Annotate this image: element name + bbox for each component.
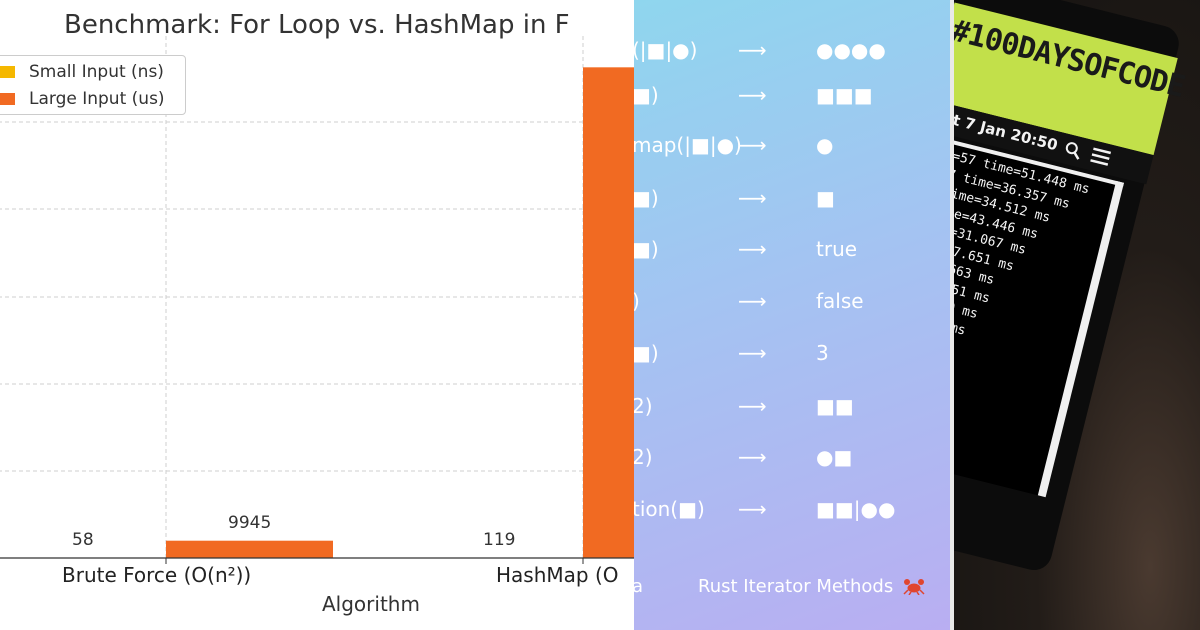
- iterator-row: map(|■|●) ⟶ ●: [634, 130, 950, 160]
- iterator-row: ■) ⟶ true: [634, 234, 950, 264]
- rust-iterator-card: a Rust Iterator Methods (|■|●) ⟶ ●●●● ■) ⟶ ■■…: [634, 0, 950, 630]
- iterator-row: ) ⟶ false: [634, 286, 950, 316]
- arrow-icon: ⟶: [738, 38, 767, 62]
- arrow-icon: ⟶: [738, 83, 767, 107]
- iterator-result: ●●●●: [816, 38, 886, 62]
- iterator-result: ■■|●●: [816, 497, 896, 521]
- iterator-result: ■■: [816, 394, 854, 418]
- legend-item-small-input: Small Input (ns): [0, 62, 164, 82]
- arrow-icon: ⟶: [738, 186, 767, 210]
- legend-label-small-input: Small Input (ns): [29, 62, 164, 82]
- iterator-method-fragment: ■): [634, 341, 659, 365]
- iterator-row: 2) ⟶ ■■: [634, 391, 950, 421]
- rust-footer-text: Rust Iterator Methods: [698, 576, 894, 597]
- menu-icon: [1090, 147, 1112, 166]
- iterator-method-fragment: ■): [634, 83, 659, 107]
- panel-divider: [950, 0, 954, 630]
- x-tick-label-brute-force: Brute Force (O(n²)): [62, 563, 252, 587]
- arrow-icon: ⟶: [738, 341, 767, 365]
- laptop-screen: #100DAYSOFCODE Sat 7 Jan 20:50 2 ttl=57 …: [950, 0, 1188, 574]
- x-tick-label-hashmap: HashMap (O: [496, 563, 619, 587]
- bar-value-label: 9945: [228, 513, 272, 533]
- benchmark-chart: Benchmark: For Loop vs. HashMap in F Sma…: [0, 10, 634, 616]
- iterator-row: ■) ⟶ ■: [634, 183, 950, 213]
- bar-large-input: [166, 540, 333, 558]
- iterator-method-fragment: ): [634, 286, 640, 316]
- rust-footer-fragment: a: [634, 576, 644, 597]
- legend-label-large-input: Large Input (us): [29, 89, 165, 109]
- iterator-method-fragment: 2): [634, 445, 653, 469]
- iterator-row: 2) ⟶ ●■: [634, 442, 950, 472]
- arrow-icon: ⟶: [738, 394, 767, 418]
- iterator-result: ■■■: [816, 83, 873, 107]
- legend-swatch-large-input: [0, 93, 15, 105]
- arrow-icon: ⟶: [738, 289, 767, 313]
- iterator-result: ●■: [816, 445, 853, 469]
- iterator-result: true: [816, 237, 858, 261]
- x-axis-title: Algorithm: [322, 592, 420, 616]
- iterator-row: tion(■) ⟶ ■■|●●: [634, 494, 950, 524]
- photo-100daysofcode: #100DAYSOFCODE Sat 7 Jan 20:50 2 ttl=57 …: [950, 0, 1200, 630]
- photo-title: #100DAYSOFCODE: [950, 13, 1188, 105]
- search-icon: [1065, 142, 1080, 160]
- rust-footer: Rust Iterator Methods: [698, 576, 925, 597]
- arrow-icon: ⟶: [738, 237, 767, 261]
- iterator-result: 3: [816, 341, 829, 365]
- iterator-result: false: [816, 289, 864, 313]
- iterator-method-fragment: ■): [634, 186, 659, 210]
- iterator-method-fragment: 2): [634, 394, 653, 418]
- bar-large-input: [583, 67, 634, 558]
- iterator-method-fragment: (|■|●): [634, 38, 698, 62]
- iterator-method-fragment: ■): [634, 237, 659, 261]
- iterator-row: (|■|●) ⟶ ●●●●: [634, 35, 950, 65]
- chart-legend: Small Input (ns) Large Input (us): [0, 55, 186, 115]
- iterator-method-fragment: tion(■): [634, 497, 705, 521]
- legend-swatch-small-input: [0, 66, 15, 78]
- chart-plot-area: [0, 36, 634, 564]
- legend-item-large-input: Large Input (us): [0, 89, 165, 109]
- iterator-result: ■: [816, 186, 835, 210]
- bar-value-label: 119: [483, 530, 516, 550]
- status-bar: Sat 7 Jan 20:50: [950, 99, 1154, 185]
- bar-value-label: 58: [72, 530, 94, 550]
- iterator-result: ●: [816, 133, 834, 157]
- arrow-icon: ⟶: [738, 133, 767, 157]
- iterator-row: ■) ⟶ ■■■: [634, 80, 950, 110]
- crab-icon: [903, 579, 925, 595]
- iterator-method-fragment: map(|■|●): [634, 133, 742, 157]
- chart-title: Benchmark: For Loop vs. HashMap in F: [64, 10, 570, 40]
- iterator-row: ■) ⟶ 3: [634, 338, 950, 368]
- arrow-icon: ⟶: [738, 497, 767, 521]
- arrow-icon: ⟶: [738, 445, 767, 469]
